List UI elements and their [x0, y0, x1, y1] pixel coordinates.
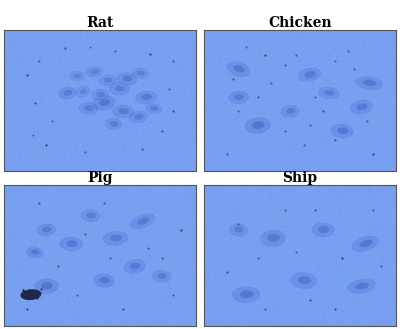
Ellipse shape — [286, 108, 295, 114]
Ellipse shape — [337, 127, 348, 134]
Ellipse shape — [359, 240, 372, 247]
Ellipse shape — [124, 260, 146, 273]
Ellipse shape — [348, 279, 375, 293]
Ellipse shape — [232, 287, 260, 303]
Ellipse shape — [26, 247, 43, 258]
Ellipse shape — [260, 230, 286, 246]
Ellipse shape — [227, 62, 250, 76]
Ellipse shape — [79, 103, 98, 114]
Ellipse shape — [99, 277, 110, 284]
Ellipse shape — [60, 237, 82, 251]
Ellipse shape — [86, 213, 96, 218]
Ellipse shape — [150, 106, 158, 111]
Ellipse shape — [352, 236, 378, 252]
Ellipse shape — [324, 90, 334, 96]
Ellipse shape — [356, 77, 382, 90]
Ellipse shape — [356, 103, 368, 110]
Title: Ship: Ship — [282, 171, 318, 185]
Ellipse shape — [318, 87, 339, 99]
Ellipse shape — [110, 235, 122, 241]
Ellipse shape — [122, 76, 132, 82]
Ellipse shape — [75, 86, 90, 97]
Ellipse shape — [355, 282, 369, 290]
Ellipse shape — [129, 111, 148, 123]
Ellipse shape — [268, 234, 280, 242]
Ellipse shape — [69, 71, 85, 81]
Ellipse shape — [104, 77, 113, 83]
Ellipse shape — [80, 89, 87, 94]
Ellipse shape — [132, 68, 149, 78]
Ellipse shape — [318, 226, 329, 233]
Ellipse shape — [58, 87, 76, 99]
Ellipse shape — [99, 75, 116, 86]
Ellipse shape — [130, 214, 154, 229]
Ellipse shape — [41, 282, 53, 290]
Ellipse shape — [146, 103, 162, 114]
Ellipse shape — [31, 249, 39, 255]
Ellipse shape — [110, 121, 118, 127]
Ellipse shape — [117, 73, 137, 85]
Ellipse shape — [103, 231, 128, 245]
Ellipse shape — [240, 290, 254, 298]
Ellipse shape — [234, 226, 244, 233]
Ellipse shape — [90, 69, 99, 74]
Ellipse shape — [233, 65, 245, 72]
Ellipse shape — [113, 105, 134, 118]
Ellipse shape — [363, 80, 376, 86]
Ellipse shape — [81, 210, 100, 222]
Ellipse shape — [96, 91, 105, 97]
Title: Chicken: Chicken — [268, 15, 332, 30]
Ellipse shape — [331, 124, 353, 138]
Ellipse shape — [234, 94, 244, 100]
Ellipse shape — [130, 263, 141, 269]
Ellipse shape — [74, 73, 81, 78]
Ellipse shape — [298, 276, 311, 284]
Ellipse shape — [37, 224, 55, 236]
Ellipse shape — [228, 91, 248, 104]
Ellipse shape — [64, 90, 72, 96]
Ellipse shape — [93, 96, 115, 110]
Ellipse shape — [92, 89, 108, 100]
Ellipse shape — [350, 100, 372, 114]
Ellipse shape — [86, 67, 103, 77]
Ellipse shape — [118, 108, 129, 114]
Ellipse shape — [291, 272, 317, 289]
Ellipse shape — [312, 223, 334, 237]
Ellipse shape — [94, 274, 114, 287]
Ellipse shape — [105, 118, 122, 130]
Ellipse shape — [20, 289, 41, 300]
Ellipse shape — [137, 70, 145, 76]
Title: Rat: Rat — [86, 15, 114, 30]
Ellipse shape — [115, 86, 125, 91]
Ellipse shape — [304, 71, 316, 78]
Ellipse shape — [34, 279, 58, 294]
Ellipse shape — [252, 121, 264, 129]
Ellipse shape — [84, 105, 94, 111]
Ellipse shape — [109, 83, 129, 95]
Ellipse shape — [298, 68, 320, 81]
Ellipse shape — [99, 99, 110, 106]
Ellipse shape — [281, 105, 300, 117]
Title: Pig: Pig — [87, 171, 113, 185]
Ellipse shape — [66, 240, 77, 247]
Ellipse shape — [157, 273, 167, 279]
Ellipse shape — [142, 94, 152, 100]
Ellipse shape — [136, 91, 157, 104]
Ellipse shape — [152, 271, 171, 282]
Ellipse shape — [42, 227, 51, 233]
Ellipse shape — [137, 217, 149, 225]
Ellipse shape — [245, 118, 270, 133]
Ellipse shape — [229, 224, 248, 236]
Ellipse shape — [134, 114, 144, 120]
